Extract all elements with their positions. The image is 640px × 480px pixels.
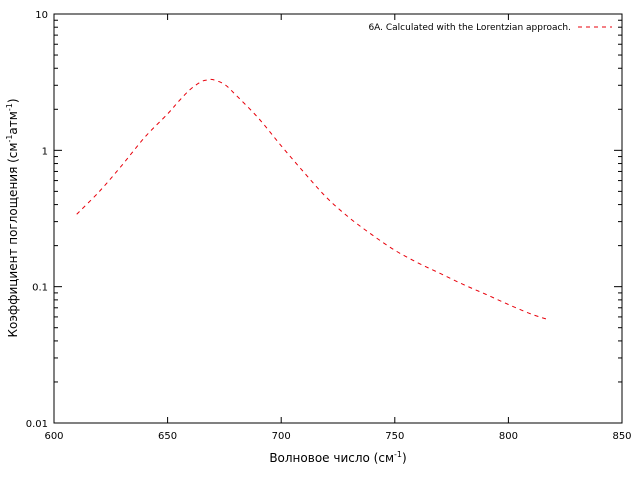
- plot-frame: [53, 13, 623, 424]
- x-tick-label-1: 650: [158, 431, 177, 442]
- series-line-0: [76, 78, 550, 321]
- x-tick-label-3: 750: [385, 431, 404, 442]
- x-tick-label-2: 700: [272, 431, 291, 442]
- y-tick-label-3: 10: [35, 10, 48, 21]
- x-tick-label-4: 800: [499, 431, 518, 442]
- y-tick-label-1: 0.1: [32, 283, 48, 294]
- y-axis-title: Коэффициент поглощения (см-1атм-1): [5, 98, 20, 337]
- x-axis-ticks: 600 650 700 750 800 850: [44, 14, 632, 442]
- y-tick-label-0: 0.01: [26, 419, 48, 430]
- y-axis-ticks: 0.01 0.1 1 10: [26, 10, 622, 430]
- legend: 6A. Calculated with the Lorentzian appro…: [368, 23, 612, 33]
- x-tick-label-0: 600: [44, 431, 63, 442]
- x-axis-title: Волновое число (см-1): [269, 450, 406, 465]
- x-tick-label-5: 850: [612, 431, 631, 442]
- y-tick-label-2: 1: [42, 146, 48, 157]
- legend-label: 6A. Calculated with the Lorentzian appro…: [368, 23, 571, 33]
- series-layer: [76, 78, 550, 321]
